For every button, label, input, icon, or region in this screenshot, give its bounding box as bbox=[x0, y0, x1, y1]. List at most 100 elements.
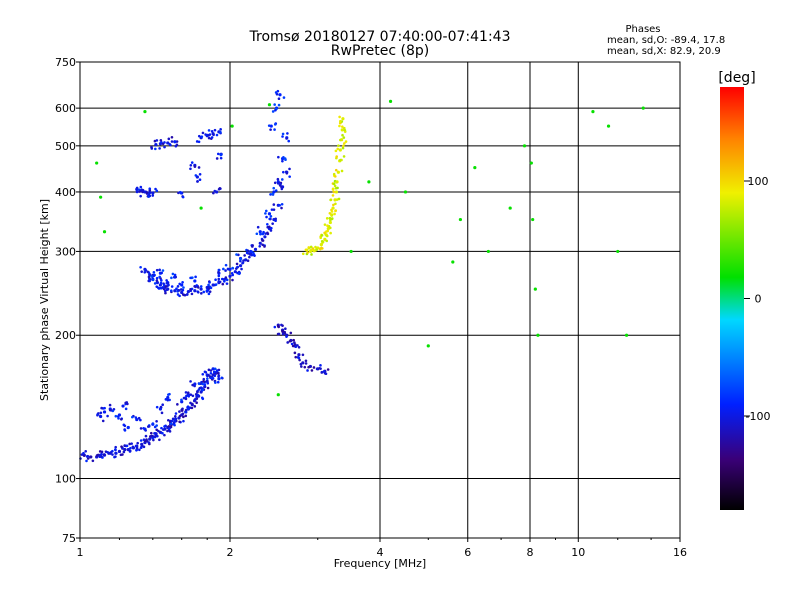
data-point bbox=[197, 382, 201, 386]
colorbar bbox=[720, 87, 744, 510]
data-point bbox=[339, 119, 342, 123]
data-point bbox=[193, 289, 197, 293]
data-point bbox=[280, 323, 283, 327]
data-point bbox=[179, 288, 183, 291]
data-point bbox=[284, 327, 287, 331]
data-point bbox=[271, 192, 274, 196]
data-point bbox=[278, 204, 281, 207]
data-point bbox=[167, 427, 171, 430]
data-point bbox=[388, 99, 393, 103]
data-point bbox=[173, 414, 177, 418]
data-point bbox=[315, 367, 319, 371]
data-point bbox=[264, 209, 268, 213]
data-point bbox=[299, 362, 303, 366]
data-point bbox=[189, 393, 193, 396]
data-point bbox=[333, 175, 337, 178]
data-point bbox=[163, 425, 166, 428]
data-point bbox=[338, 124, 341, 128]
data-point bbox=[214, 381, 217, 384]
data-point bbox=[202, 380, 205, 383]
data-point bbox=[304, 362, 308, 365]
data-point bbox=[207, 129, 211, 132]
y-tick-label: 500 bbox=[55, 140, 76, 153]
data-point bbox=[215, 133, 219, 137]
data-point bbox=[95, 161, 99, 165]
data-point bbox=[189, 401, 192, 405]
y-tick-label: 400 bbox=[55, 186, 76, 199]
data-point bbox=[128, 442, 131, 446]
data-point bbox=[270, 208, 274, 211]
x-tick-label: 4 bbox=[377, 546, 384, 559]
data-point bbox=[341, 146, 345, 150]
data-point bbox=[209, 286, 213, 290]
data-point bbox=[624, 333, 629, 337]
data-point bbox=[155, 139, 159, 142]
data-point bbox=[266, 222, 269, 226]
data-point bbox=[320, 239, 324, 243]
data-point bbox=[193, 279, 197, 283]
data-point bbox=[120, 445, 123, 448]
data-point bbox=[135, 190, 139, 194]
data-point bbox=[337, 197, 341, 201]
data-point bbox=[148, 194, 152, 198]
data-point bbox=[311, 247, 315, 250]
data-point bbox=[273, 325, 277, 329]
data-point bbox=[100, 452, 103, 456]
data-point bbox=[272, 186, 276, 190]
data-point bbox=[190, 406, 194, 410]
data-point bbox=[184, 410, 188, 414]
data-point bbox=[144, 434, 148, 438]
data-point bbox=[331, 206, 335, 210]
data-point bbox=[283, 157, 287, 160]
data-point bbox=[123, 424, 127, 428]
data-point bbox=[159, 139, 163, 142]
data-point bbox=[277, 155, 280, 159]
data-point bbox=[277, 103, 281, 107]
data-point bbox=[280, 187, 284, 191]
data-point bbox=[148, 437, 152, 441]
data-point bbox=[211, 373, 215, 377]
data-point bbox=[134, 444, 138, 448]
data-point bbox=[89, 455, 93, 459]
data-point bbox=[268, 225, 271, 229]
data-point bbox=[309, 245, 313, 249]
data-point bbox=[641, 106, 645, 110]
data-point bbox=[338, 148, 342, 152]
data-point bbox=[106, 414, 109, 418]
data-point bbox=[117, 417, 120, 420]
data-point bbox=[263, 235, 267, 239]
data-point bbox=[102, 453, 106, 456]
data-point bbox=[167, 393, 170, 396]
data-point bbox=[196, 180, 199, 183]
data-point bbox=[328, 220, 332, 225]
data-point bbox=[285, 137, 288, 140]
y-tick-label: 200 bbox=[55, 329, 76, 342]
data-point bbox=[332, 190, 336, 194]
y-tick-label: 75 bbox=[62, 532, 76, 545]
data-point bbox=[341, 133, 344, 137]
data-point bbox=[147, 425, 151, 428]
data-point bbox=[100, 406, 103, 410]
data-point bbox=[166, 287, 170, 291]
data-point bbox=[267, 124, 271, 127]
data-point bbox=[142, 445, 146, 449]
data-point bbox=[178, 414, 182, 418]
data-point bbox=[277, 97, 281, 101]
data-point bbox=[334, 202, 337, 206]
data-point bbox=[199, 285, 203, 288]
data-point bbox=[167, 283, 170, 287]
data-point bbox=[102, 410, 107, 414]
data-point bbox=[319, 364, 322, 367]
data-point bbox=[207, 283, 210, 287]
data-point bbox=[179, 191, 183, 195]
data-point bbox=[223, 280, 226, 283]
data-point bbox=[151, 278, 155, 282]
data-point bbox=[154, 147, 157, 151]
y-tick-label: 100 bbox=[55, 473, 76, 486]
data-point bbox=[264, 212, 267, 215]
data-point bbox=[86, 454, 90, 458]
data-point bbox=[263, 245, 266, 248]
data-point bbox=[217, 377, 221, 381]
data-point bbox=[325, 239, 329, 243]
data-point bbox=[150, 434, 153, 438]
